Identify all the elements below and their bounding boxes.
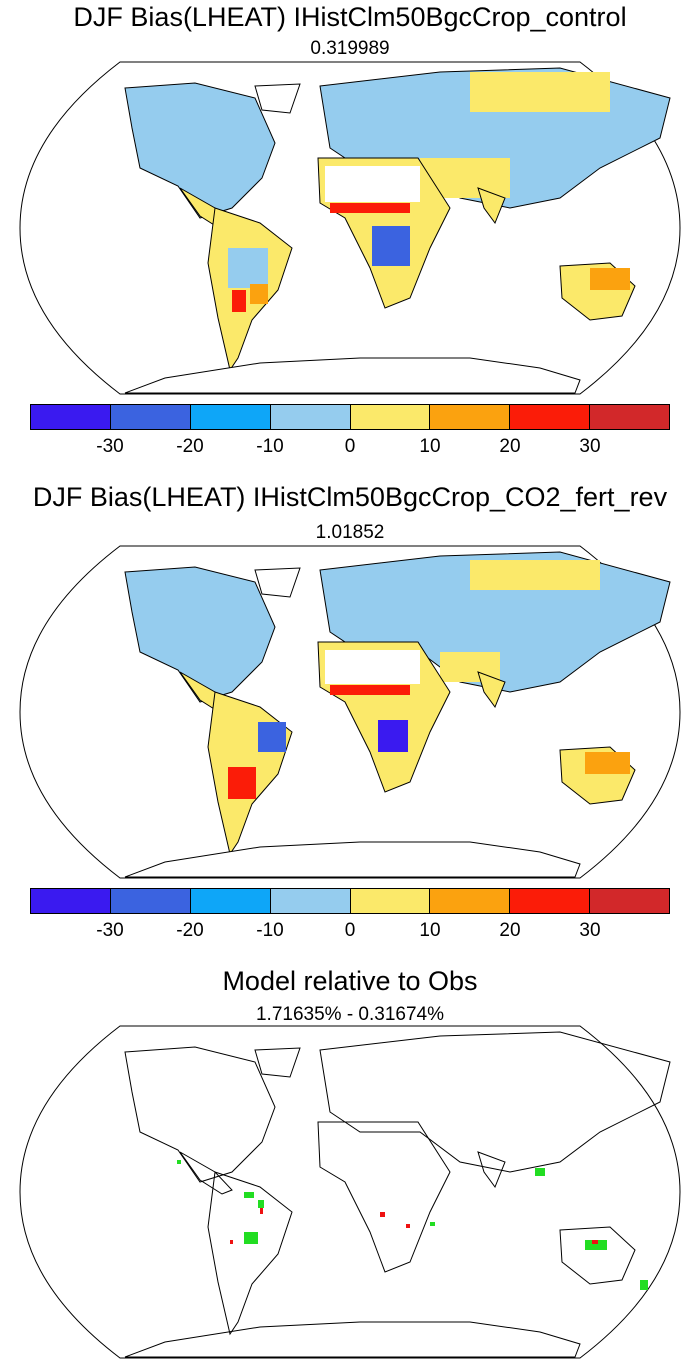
greenland [254,83,301,114]
colorbar-label: 20 [499,436,521,457]
india [477,671,506,709]
panel3-title: Model relative to Obs [222,966,478,996]
central-america [179,1151,233,1195]
sa-red [228,767,256,799]
australia [559,1226,636,1285]
antarctica [124,1321,581,1358]
colorbar-swatch [350,405,431,429]
antarctica [124,841,581,878]
colorbar-swatch [590,405,669,429]
green-cell [585,1240,607,1250]
green-cell [177,1160,181,1164]
sahara-white [325,166,420,202]
colorbar-swatch [190,889,271,913]
green-cell [640,1280,648,1290]
colorbar-label: 20 [499,920,521,941]
sa-blue [228,248,268,288]
colorbar-2 [30,888,670,914]
colorbar-swatch [590,889,669,913]
sa-orange [250,284,268,304]
sahel-red [330,203,410,213]
green-cell [535,1168,545,1176]
north-america [124,82,276,219]
panel1-title: DJF Bias(LHEAT) IHistClm50BgcCrop_contro… [73,2,627,32]
red-cell [260,1208,263,1214]
colorbar-1 [30,404,670,430]
panel1-map [19,61,681,395]
colorbar-swatch [430,405,511,429]
green-cell [244,1232,258,1244]
colorbar-swatch [31,405,111,429]
colorbar-label: -30 [96,436,124,457]
north-america [124,566,276,703]
colorbar-label: 10 [419,436,441,457]
colorbar-2-labels: -30 -20 -10 0 10 20 30 [0,920,700,944]
colorbar-swatch [190,405,271,429]
africa [317,1121,451,1273]
siberia-yellow [470,560,600,590]
colorbar-swatch [270,405,351,429]
greenland [254,1047,301,1078]
colorbar-swatch [510,889,591,913]
colorbar-swatch [31,889,111,913]
colorbar-swatch [350,889,431,913]
colorbar-label: -20 [176,920,204,941]
greenland [254,567,301,598]
colorbar-swatch [270,889,351,913]
colorbar-1-labels: -30 -20 -10 0 10 20 30 [0,436,700,460]
siberia-yellow [470,72,610,112]
panel1-subtitle: 0.319989 [310,38,390,59]
africa-blue [372,226,410,266]
colorbar-label: 30 [579,920,601,941]
panel2-map [19,545,681,879]
panel2-subtitle: 1.01852 [315,522,385,543]
australia-orange [590,268,630,290]
colorbar-label: 0 [344,920,356,941]
colorbar-label: 0 [344,436,356,457]
colorbar-label: 30 [579,436,601,457]
sahara-white [325,650,420,684]
panel3-map [19,1025,681,1359]
colorbar-swatch [430,889,511,913]
africa-blue [378,720,408,752]
north-america [124,1046,276,1183]
colorbar-swatch [110,889,191,913]
red-cell [406,1224,410,1228]
colorbar-label: -20 [176,436,204,457]
eurasia [319,1031,671,1173]
sa-blue [258,722,286,752]
south-america [207,1171,293,1336]
panel3-subtitle: 1.71635% - 0.31674% [255,1004,445,1025]
india [477,1151,506,1189]
sahel-red [330,685,410,695]
green-cell [430,1222,435,1226]
colorbar-label: -30 [96,920,124,941]
antarctica [124,357,581,394]
red-cell [380,1212,385,1217]
colorbar-label: -10 [256,436,284,457]
colorbar-label: -10 [256,920,284,941]
panel2-title: DJF Bias(LHEAT) IHistClm50BgcCrop_CO2_fe… [32,482,668,512]
india [477,187,506,225]
colorbar-swatch [510,405,591,429]
red-cell [592,1240,598,1244]
sa-red [232,290,246,312]
colorbar-swatch [110,405,191,429]
australia-orange [585,752,630,774]
green-cell [244,1192,254,1198]
colorbar-label: 10 [419,920,441,941]
green-cell [258,1200,264,1208]
red-cell [230,1240,233,1244]
